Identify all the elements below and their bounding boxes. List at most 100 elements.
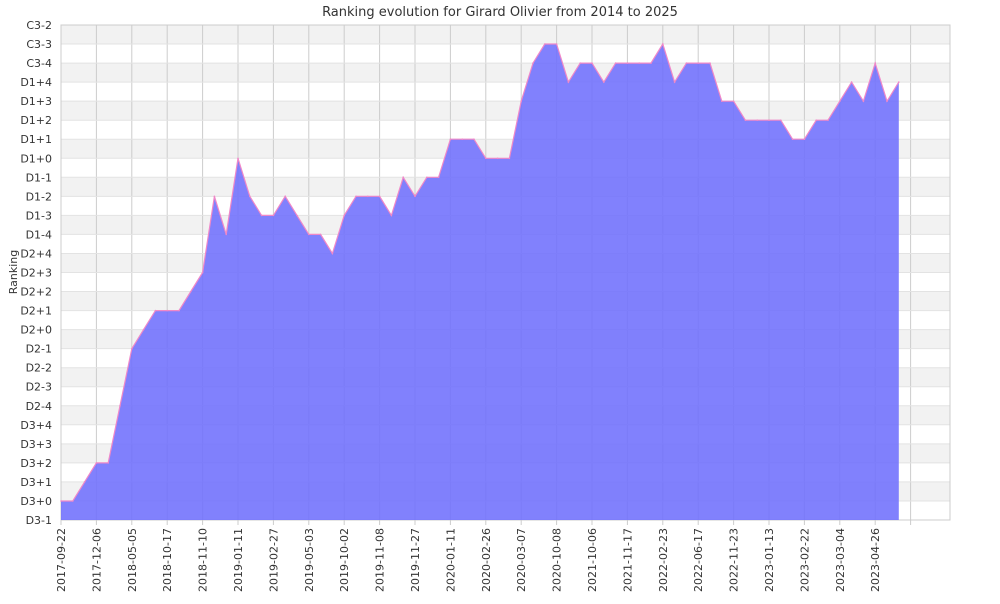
data-point [260,214,263,217]
data-point [744,119,747,121]
data-point [473,138,475,140]
y-tick-label: D2+3 [20,267,52,280]
data-point [331,252,334,255]
data-point [95,462,98,464]
data-point [579,62,581,64]
data-point [142,328,145,331]
data-point [508,157,511,160]
data-point [721,100,723,102]
ranking-line [61,42,900,502]
x-tick-label: 2019-02-27 [267,528,280,592]
data-point [284,195,287,198]
data-point [449,138,452,140]
data-point [673,81,676,83]
data-point [709,62,711,64]
data-point [874,62,876,64]
data-point [60,500,62,502]
y-tick-label: D1+4 [20,76,52,89]
y-tick-label: D2+1 [20,305,52,318]
y-tick-label: D3-1 [26,514,52,527]
data-point [732,100,735,102]
data-point [107,462,109,464]
data-point [768,119,770,121]
data-point [154,309,157,312]
data-point [426,176,428,179]
data-point [886,100,888,102]
data-point [213,195,216,198]
x-tick-label: 2019-05-03 [303,528,316,592]
y-tick-label: D3+0 [20,495,52,508]
y-tick-label: D1+3 [20,95,52,108]
data-point [131,347,133,350]
data-point [614,62,617,64]
x-tick-label: 2022-06-17 [692,528,705,592]
data-point [343,214,346,217]
x-tick-label: 2021-10-06 [586,528,599,592]
data-point [544,43,546,45]
data-point [839,100,841,102]
y-tick-label: D1-3 [26,209,52,222]
data-point [862,100,865,102]
chart-title: Ranking evolution for Girard Olivier fro… [322,5,678,20]
y-tick-label: D1+0 [20,152,52,165]
x-tick-label: 2020-10-08 [551,528,564,592]
x-tick-labels: 2017-09-22 2017-12-06 2018-05-05 2018-10-17… [55,528,882,592]
data-point [390,214,393,217]
data-point [603,81,605,83]
x-tick-label: 2023-02-22 [798,528,811,592]
data-point [249,195,251,198]
y-tick-label: C3-4 [26,57,52,70]
y-tick-label: D3+2 [20,457,52,470]
x-tick-label: 2019-11-27 [409,528,422,592]
data-point [367,195,369,198]
data-point [225,233,227,236]
data-point [402,176,405,179]
data-point [272,214,275,217]
data-point [296,214,298,217]
data-point [803,138,806,140]
y-tick-label: D2+4 [20,247,52,260]
area-layer [60,42,900,520]
data-point [237,157,239,160]
data-point [166,309,168,312]
background-band [61,25,950,45]
y-tick-label: D2-3 [26,381,52,394]
y-tick-label: D1-2 [26,190,52,203]
data-point [178,309,180,312]
x-tick-label: 2018-10-17 [161,528,174,592]
x-tick-label: 2017-12-06 [90,528,103,592]
y-tick-label: D1-1 [26,171,52,184]
data-point [119,405,121,407]
data-point [485,157,487,160]
data-point [697,62,699,64]
y-tick-labels: D3-1 D3+0 D3+1 D3+2 D3+3 D3+4 D2-4 D2-3 D2-2 D2-1… [20,19,52,527]
data-point [685,62,688,64]
x-tick-label: 2023-04-26 [869,528,882,592]
data-point [520,100,522,102]
data-point [591,62,593,64]
background-band [61,63,950,83]
data-point [827,119,829,121]
x-tick-label: 2019-10-02 [338,528,351,592]
x-tick-label: 2023-03-04 [834,528,847,592]
data-point [662,43,664,45]
x-tick-label: 2017-09-22 [55,528,68,592]
data-point [815,119,817,121]
data-point [567,81,570,83]
data-point [414,195,416,198]
x-tick-label: 2020-02-26 [480,528,493,592]
ranking-area [61,44,899,520]
data-point [319,233,322,236]
data-point [638,62,640,64]
x-tick-label: 2018-05-05 [126,528,139,592]
x-tick-label: 2019-01-11 [232,528,245,592]
x-tick-label: 2022-11-23 [728,528,741,592]
y-tick-label: D3+4 [20,419,52,432]
y-tick-label: D2-1 [26,343,52,356]
data-point [780,119,782,121]
x-tick-label: 2020-01-11 [444,528,457,592]
x-tick-label: 2022-02-23 [657,528,670,592]
data-point [201,271,204,274]
